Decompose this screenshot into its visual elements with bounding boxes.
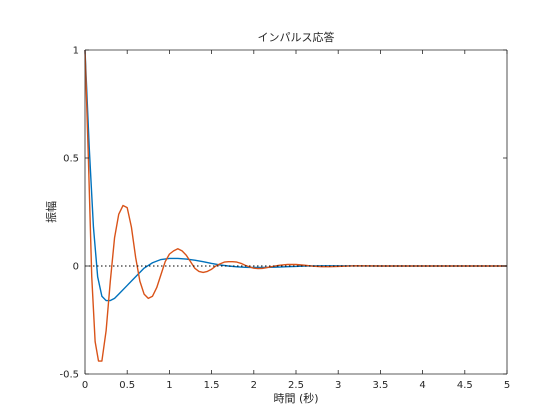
x-tick-label: 1 — [166, 380, 172, 391]
y-tick-label: 1 — [73, 46, 79, 57]
plot-area — [85, 50, 507, 374]
x-tick-label: 2 — [251, 380, 257, 391]
series-line-2 — [84, 49, 507, 362]
y-axis-ticks: -0.5 0 0.5 1 — [59, 46, 507, 381]
series-layer — [84, 49, 507, 362]
x-tick-label: 3 — [335, 380, 341, 391]
x-tick-label: 2.5 — [288, 380, 304, 391]
x-tick-label: 4 — [419, 380, 425, 391]
x-axis-ticks: 0 0.5 1 1.5 2 2.5 3 3.5 4 4.5 5 — [82, 50, 510, 391]
x-tick-label: 1.5 — [204, 380, 220, 391]
y-tick-label: 0 — [73, 262, 79, 273]
y-tick-label: 0.5 — [63, 154, 79, 165]
x-tick-label: 0 — [82, 380, 88, 391]
series-line-1 — [84, 49, 507, 302]
chart-title: インパルス応答 — [258, 30, 335, 44]
x-tick-label: 4.5 — [457, 380, 473, 391]
x-tick-label: 0.5 — [119, 380, 135, 391]
x-tick-label: 5 — [504, 380, 510, 391]
x-axis-title: 時間 (秒) — [273, 391, 318, 405]
y-axis-title: 振幅 — [44, 201, 58, 223]
x-tick-label: 3.5 — [372, 380, 388, 391]
y-tick-label: -0.5 — [59, 370, 79, 381]
